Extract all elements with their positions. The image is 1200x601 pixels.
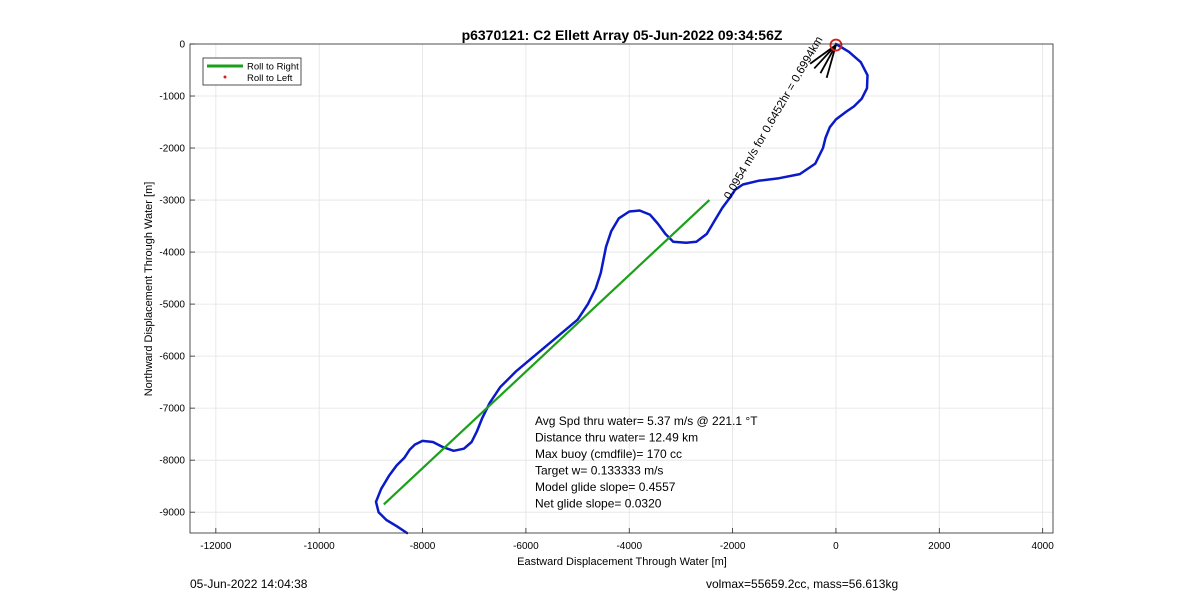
x-tick-label: 2000 [928,541,951,552]
stats-block: Avg Spd thru water= 5.37 m/s @ 221.1 °T … [535,414,758,511]
y-tick-label: 0 [179,40,185,51]
series-layer [374,38,869,535]
y-axis-label: Northward Displacement Through Water [m] [143,182,155,397]
y-tick-label: -5000 [159,300,185,311]
stats-model-glide: Model glide slope= 0.4557 [535,480,676,494]
y-tick-label: -1000 [159,92,185,103]
axis-ticks: -12000 -10000 -8000 -6000 -4000 -2000 0 2000 400… [159,40,1054,553]
y-tick-label: -2000 [159,144,185,155]
footer-vehicle-info: volmax=55659.2cc, mass=56.613kg [706,577,899,591]
x-tick-label: -4000 [616,541,642,552]
x-tick-label: 0 [833,541,839,552]
start-marker [829,38,843,52]
legend-box [202,57,302,86]
net-displacement-line [383,199,711,506]
stats-target-w: Target w= 0.133333 m/s [535,464,663,478]
y-tick-label: -9000 [159,508,185,519]
stats-distance: Distance thru water= 12.49 km [535,431,698,445]
glider-track-line [374,42,869,535]
stats-max-buoy: Max buoy (cmdfile)= 170 cc [535,447,682,461]
y-tick-label: -3000 [159,196,185,207]
legend: Roll to Right Roll to Left [202,57,302,86]
x-tick-label: -6000 [513,541,539,552]
x-tick-label: -2000 [720,541,746,552]
x-tick-label: -12000 [200,541,232,552]
glider-track-chart: -12000 -10000 -8000 -6000 -4000 -2000 0 2000 400… [143,27,1054,568]
y-tick-label: -4000 [159,248,185,259]
y-tick-label: -7000 [159,404,185,415]
plot-frame [189,43,1054,534]
legend-roll-right-label: Roll to Right [247,62,299,73]
x-tick-label: -8000 [410,541,436,552]
stats-avg-speed: Avg Spd thru water= 5.37 m/s @ 221.1 °T [535,414,758,428]
x-tick-label: -10000 [304,541,336,552]
x-tick-label: 4000 [1032,541,1055,552]
x-axis-label: Eastward Displacement Through Water [m] [517,556,727,568]
footer-timestamp: 05-Jun-2022 14:04:38 [190,577,308,591]
stats-net-glide: Net glide slope= 0.0320 [535,497,662,511]
chart-title: p6370121: C2 Ellett Array 05-Jun-2022 09… [462,27,783,43]
plot-area [190,44,1053,533]
y-tick-label: -8000 [159,456,185,467]
legend-roll-left-label: Roll to Left [247,73,293,84]
y-tick-label: -6000 [159,352,185,363]
legend-roll-left-swatch [223,75,227,79]
